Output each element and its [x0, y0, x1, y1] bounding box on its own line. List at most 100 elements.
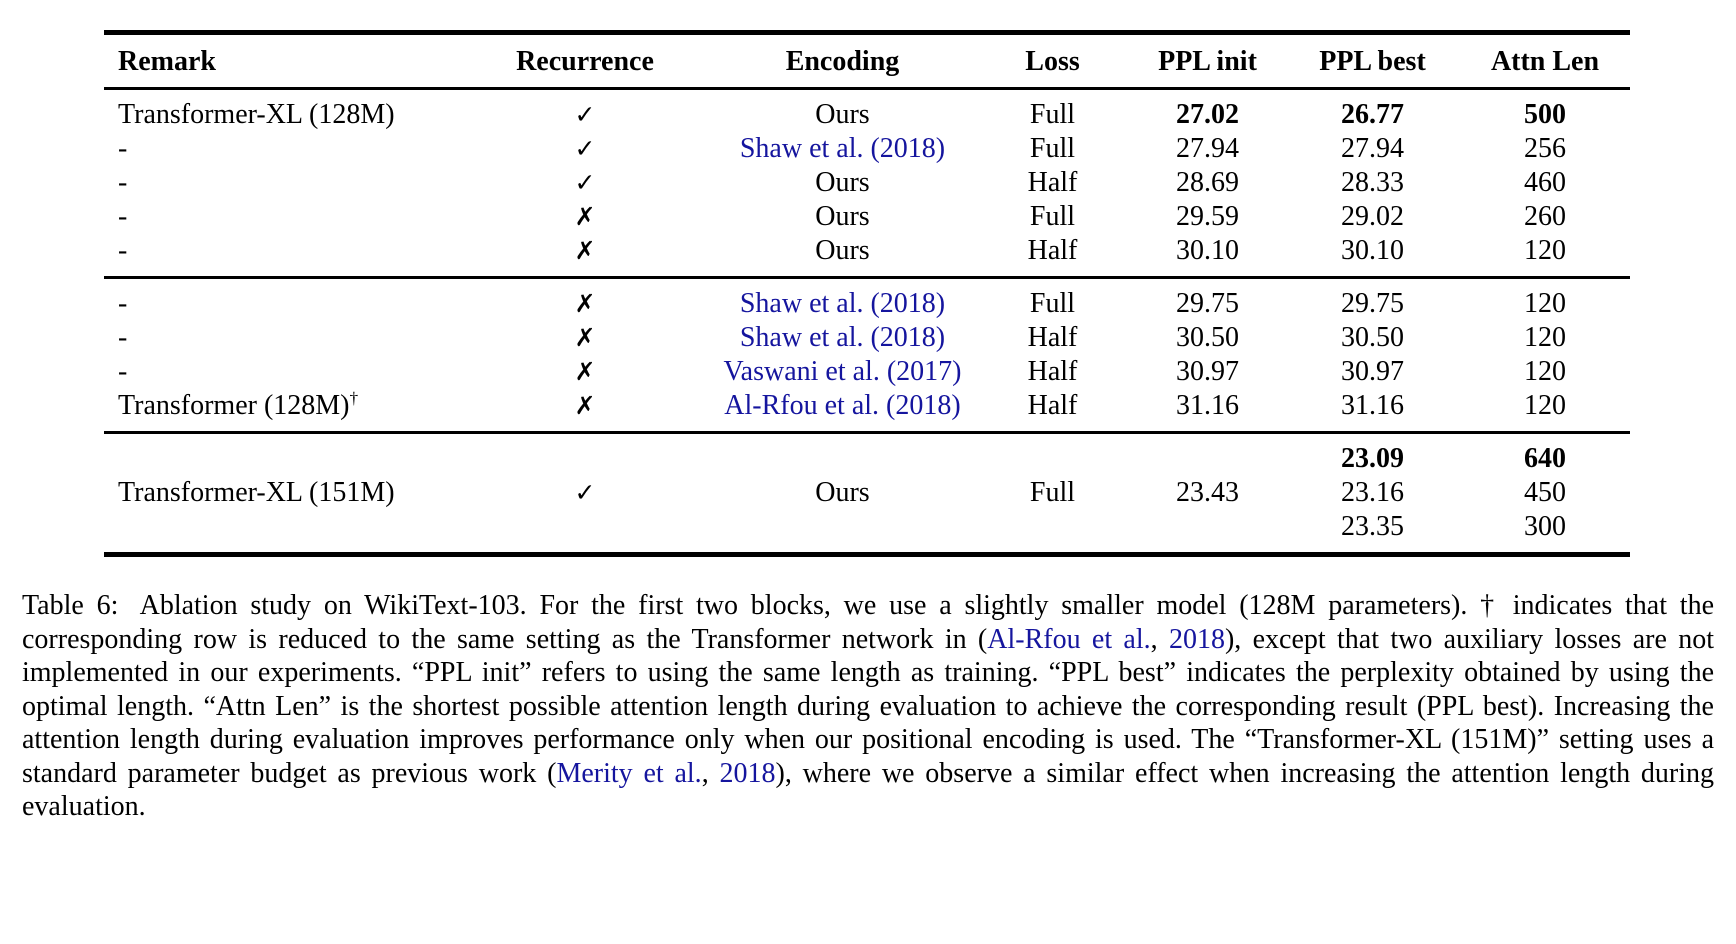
cell-text: 31.16	[1341, 390, 1404, 421]
citation-link[interactable]: Shaw et al. (2018)	[739, 322, 946, 353]
cell-ppl-best: 29.02	[1285, 200, 1460, 234]
cell-ppl-best: 23.35	[1285, 510, 1460, 555]
caption-text: ), except that two auxiliary losses are …	[22, 623, 1714, 789]
cell-ppl-init: 27.02	[1130, 89, 1285, 133]
citation-link[interactable]: 2018	[1168, 623, 1225, 655]
caption-text: Ablation study on WikiText-103. For the …	[22, 590, 1715, 655]
cell-text: Half	[1027, 167, 1078, 198]
cell-encoding: Ours	[710, 166, 975, 200]
ablation-table: Remark Recurrence Encoding Loss PPL init PPL …	[104, 30, 1630, 557]
cell-ppl-best: 31.16	[1285, 389, 1460, 433]
cell-loss: Full	[975, 476, 1130, 510]
column-header-ppl-init: PPL init	[1130, 32, 1285, 90]
cell-ppl-init: 27.94	[1130, 132, 1285, 166]
cell-text: 120	[1524, 235, 1566, 266]
cell-ppl-best: 23.16	[1285, 476, 1460, 510]
cell-text: 23.16	[1341, 477, 1404, 508]
table-row: - ✓ Shaw et al. (2018) Full 27.94 27.94 256	[104, 132, 1630, 166]
cell-text: 450	[1524, 477, 1566, 508]
cell-text: -	[118, 322, 128, 353]
cell-text: Full	[1029, 99, 1076, 130]
cell-ppl-init	[1130, 510, 1285, 555]
cell-remark: -	[104, 200, 460, 234]
cell-attn-len: 120	[1460, 355, 1630, 389]
cell-text: 29.75	[1341, 288, 1404, 319]
cell-text: Ours	[815, 99, 870, 130]
cell-encoding: Ours	[710, 234, 975, 278]
citation-link[interactable]: 2018	[719, 757, 776, 789]
table-row: 23.35 300	[104, 510, 1630, 555]
citation-link[interactable]: Merity et al.	[556, 757, 702, 789]
cell-encoding: Shaw et al. (2018)	[710, 278, 975, 322]
cell-text: -	[118, 288, 128, 319]
cell-text: Transformer-XL (151M)	[118, 477, 395, 508]
check-icon: ✓	[574, 478, 596, 507]
cell-remark: -	[104, 132, 460, 166]
cell-ppl-best: 26.77	[1285, 89, 1460, 133]
cell-text: 120	[1524, 390, 1566, 421]
table-row: Transformer-XL (151M) ✓ Ours Full 23.43 23.16…	[104, 476, 1630, 510]
cell-remark: -	[104, 278, 460, 322]
cell-text: Full	[1029, 133, 1076, 164]
cell-text: -	[118, 201, 128, 232]
cell-text: -	[118, 235, 128, 266]
table-header: Remark Recurrence Encoding Loss PPL init PPL …	[104, 32, 1630, 90]
cell-text: Full	[1029, 477, 1076, 508]
caption-label: Table 6:	[22, 590, 119, 621]
cell-recurrence: ✗	[460, 234, 710, 278]
cell-text: 26.77	[1341, 99, 1404, 130]
cell-text: Ours	[815, 477, 870, 508]
table-block-2: - ✗ Shaw et al. (2018) Full 29.75 29.75 120 - ✗ S…	[104, 277, 1630, 433]
table-row: - ✗ Shaw et al. (2018) Half 30.50 30.50 120	[104, 321, 1630, 355]
cell-ppl-best: 28.33	[1285, 166, 1460, 200]
cell-ppl-best: 30.97	[1285, 355, 1460, 389]
cell-recurrence: ✗	[460, 321, 710, 355]
cell-recurrence: ✓	[460, 476, 710, 510]
cell-ppl-init: 29.59	[1130, 200, 1285, 234]
cell-ppl-best: 30.50	[1285, 321, 1460, 355]
cell-text: 23.43	[1176, 477, 1239, 508]
cell-recurrence	[460, 433, 710, 477]
cell-recurrence: ✗	[460, 389, 710, 433]
cell-text: 27.94	[1341, 133, 1404, 164]
cell-loss: Half	[975, 166, 1130, 200]
dagger-footnote-mark: †	[349, 388, 359, 408]
citation-link[interactable]: Vaswani et al. (2017)	[723, 356, 962, 387]
cross-icon: ✗	[574, 391, 596, 420]
table-block-1: Transformer-XL (128M) ✓ Ours Full 27.02 26.77…	[104, 88, 1630, 278]
cell-recurrence: ✓	[460, 166, 710, 200]
cell-attn-len: 300	[1460, 510, 1630, 555]
table-caption: Table 6: Ablation study on WikiText-103.…	[22, 589, 1714, 824]
cell-remark	[104, 510, 460, 555]
caption-text: ,	[1150, 623, 1169, 655]
table-row: - ✗ Ours Half 30.10 30.10 120	[104, 234, 1630, 278]
cell-text: 120	[1524, 356, 1566, 387]
column-header-loss: Loss	[975, 32, 1130, 90]
cell-text: 29.59	[1176, 201, 1239, 232]
cell-encoding: Shaw et al. (2018)	[710, 132, 975, 166]
cross-icon: ✗	[574, 357, 596, 386]
cell-remark: Transformer-XL (151M)	[104, 476, 460, 510]
cell-text: 23.35	[1341, 511, 1404, 542]
cell-text: Half	[1027, 356, 1078, 387]
citation-link[interactable]: Shaw et al. (2018)	[739, 288, 946, 319]
cell-remark	[104, 433, 460, 477]
cell-ppl-best: 23.09	[1285, 433, 1460, 477]
cell-encoding: Ours	[710, 200, 975, 234]
cell-text: 500	[1524, 99, 1566, 130]
cell-text: 120	[1524, 322, 1566, 353]
cell-text: 30.10	[1176, 235, 1239, 266]
cell-encoding: Al-Rfou et al. (2018)	[710, 389, 975, 433]
citation-link[interactable]: Al-Rfou et al. (2018)	[724, 390, 961, 421]
table-row: Transformer-XL (128M) ✓ Ours Full 27.02 26.77…	[104, 89, 1630, 133]
cell-remark: -	[104, 234, 460, 278]
citation-link[interactable]: Al-Rfou et al.	[987, 623, 1151, 655]
cell-remark: -	[104, 321, 460, 355]
citation-link[interactable]: Shaw et al. (2018)	[739, 133, 946, 164]
cell-recurrence: ✗	[460, 355, 710, 389]
cell-encoding: Ours	[710, 476, 975, 510]
cross-icon: ✗	[574, 289, 596, 318]
cell-text: 27.94	[1176, 133, 1239, 164]
cell-text: -	[118, 133, 128, 164]
